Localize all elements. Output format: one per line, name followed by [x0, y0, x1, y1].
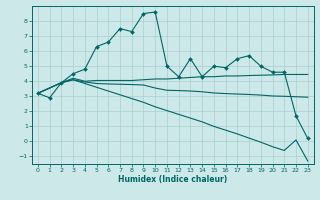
- X-axis label: Humidex (Indice chaleur): Humidex (Indice chaleur): [118, 175, 228, 184]
